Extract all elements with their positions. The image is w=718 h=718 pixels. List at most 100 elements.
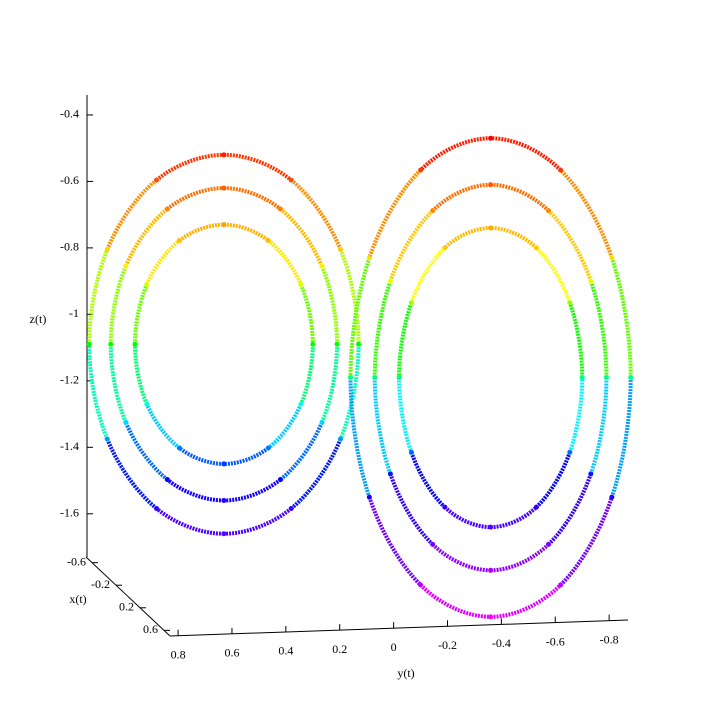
point — [603, 375, 609, 381]
curve-segment — [87, 344, 110, 440]
curve-segment — [490, 542, 550, 573]
point — [430, 208, 436, 214]
curve-segment — [431, 182, 491, 213]
x-tick-label: -0.2 — [91, 577, 110, 591]
curve-segment — [223, 446, 270, 466]
point — [588, 278, 594, 284]
y-tick-label: -0.6 — [546, 634, 565, 648]
curve-segment — [559, 168, 614, 259]
point — [488, 614, 494, 620]
curve-segment — [338, 248, 361, 345]
y-axis-label: y(t) — [397, 666, 414, 680]
curve-segment — [547, 209, 593, 282]
point — [104, 436, 110, 442]
z-tick-label: -0.4 — [60, 107, 79, 121]
curve-segment — [166, 186, 224, 211]
z-tick-label: -0.6 — [60, 173, 79, 187]
point — [408, 300, 414, 306]
curve-segment — [223, 186, 282, 211]
curve-segment — [443, 225, 491, 250]
curve-segment — [299, 283, 315, 345]
curve-segment — [443, 505, 491, 530]
point — [288, 505, 294, 511]
point — [298, 281, 304, 287]
point — [277, 477, 283, 483]
curve-segment — [388, 209, 435, 282]
point — [567, 300, 573, 306]
point — [488, 135, 494, 141]
curve-segment — [223, 152, 293, 182]
curve-segment — [87, 248, 110, 345]
curve-segment — [397, 302, 414, 378]
point — [221, 461, 227, 467]
curve-segment — [267, 403, 303, 450]
curve-segment — [609, 377, 633, 498]
point — [356, 341, 362, 347]
curve-segment — [567, 377, 585, 453]
curve-segment — [419, 136, 491, 172]
curve-segment — [490, 182, 550, 213]
point — [277, 206, 283, 212]
curve-segment — [108, 344, 128, 424]
z-tick-label: -1 — [69, 306, 79, 320]
point — [546, 208, 552, 214]
point — [628, 375, 634, 381]
point — [221, 152, 227, 158]
point — [408, 449, 414, 455]
curve-segment — [144, 403, 181, 450]
point — [609, 255, 615, 261]
curve-segment — [320, 265, 340, 345]
point — [366, 494, 372, 500]
curve-segment — [289, 438, 343, 511]
point — [319, 419, 325, 425]
curve-segment — [123, 207, 169, 267]
curve-segment — [490, 136, 563, 172]
x-tick-label: -0.6 — [67, 554, 86, 568]
curve-segment — [105, 178, 158, 251]
y-tick-label: -0.4 — [492, 636, 511, 650]
point — [442, 245, 448, 251]
curve-segment — [223, 477, 282, 503]
point — [338, 247, 344, 253]
point — [265, 238, 271, 244]
curve-segment — [547, 473, 593, 546]
curve-segment — [409, 246, 447, 304]
point — [288, 177, 294, 183]
curve-segment — [388, 473, 435, 546]
point — [164, 477, 170, 483]
curve-segment — [397, 377, 414, 453]
curve-segment — [144, 239, 181, 286]
point — [298, 401, 304, 407]
y-tick-label: 0.6 — [224, 646, 239, 660]
point — [221, 222, 227, 228]
curve-segment — [132, 283, 149, 345]
point — [588, 471, 594, 477]
point — [221, 497, 227, 503]
curve-segment — [178, 222, 224, 243]
curve-segment — [367, 496, 422, 587]
point — [319, 263, 325, 269]
y-axis-line — [169, 619, 629, 637]
point — [442, 504, 448, 510]
curve-segment — [279, 207, 324, 267]
curve-segment — [431, 542, 491, 573]
point — [86, 341, 92, 347]
curve-segment — [490, 225, 538, 250]
point — [387, 471, 393, 477]
curve-segment — [105, 438, 158, 511]
curve-segment — [223, 506, 293, 536]
curve-segment — [299, 344, 315, 405]
curve-segment — [367, 168, 422, 259]
curve-segment — [567, 302, 585, 378]
curve-segment — [155, 152, 224, 182]
point — [609, 494, 615, 500]
curve-segment — [155, 506, 224, 536]
z-tick-label: -1.2 — [60, 373, 79, 387]
point — [579, 375, 585, 381]
point — [265, 445, 271, 451]
point — [144, 281, 150, 287]
point — [221, 531, 227, 537]
point — [338, 436, 344, 442]
curve-segment — [609, 257, 633, 378]
curve-segment — [132, 344, 149, 405]
